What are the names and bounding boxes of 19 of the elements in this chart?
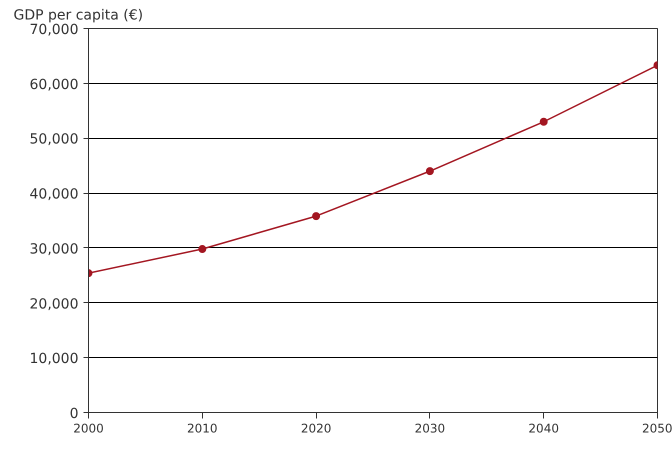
x-tick-label: 2010 [187,422,218,436]
y-tick-label: 10,000 [30,351,79,368]
point [540,118,548,126]
y-tick-label: 20,000 [30,296,79,312]
y-tick-label: 60,000 [30,76,79,93]
x-tick-label: 2000 [73,422,104,436]
x-tick-label: 2050 [642,422,672,436]
x-tick-label: 2020 [300,422,332,436]
x-tick-label: 2030 [414,422,446,436]
y-tick-label: 0 [70,406,79,422]
point [312,212,320,220]
y-tick-label: 70,000 [30,22,79,38]
point [198,245,206,254]
y-tick-label: 50,000 [30,132,79,148]
y-tick-label: 40,000 [30,186,79,203]
y-tick-label: 30,000 [30,241,79,258]
point [426,167,434,176]
x-tick-label: 2040 [528,422,559,436]
y-axis-title: GDP per capita (€) [14,8,144,24]
